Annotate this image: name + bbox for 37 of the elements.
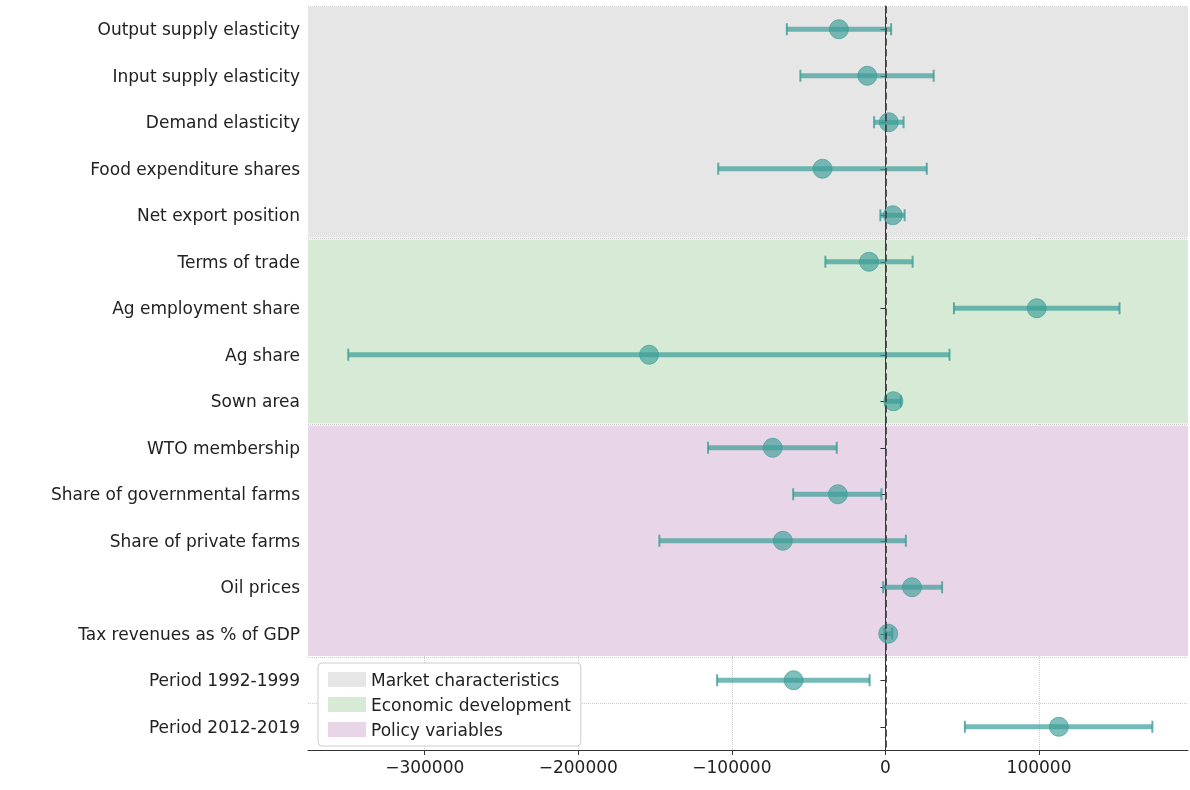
x-tick-label: −200000 — [538, 756, 618, 777]
y-tick-label: Share of private farms — [109, 530, 301, 551]
y-tick-label: Ag share — [225, 344, 300, 365]
point — [828, 19, 849, 40]
x-tick-label: 0 — [880, 756, 891, 777]
y-tick-label: Ag employment share — [112, 298, 300, 319]
point — [772, 530, 793, 551]
point — [783, 670, 804, 691]
point — [639, 344, 660, 365]
point — [1048, 716, 1069, 737]
y-tick-label: Tax revenues as % of GDP — [77, 623, 300, 644]
y-tick-label: Terms of trade — [176, 251, 300, 272]
point — [857, 65, 878, 86]
y-tick-label: Share of governmental farms — [51, 484, 301, 505]
point — [812, 158, 833, 179]
legend-label: Economic development — [371, 694, 572, 715]
point — [1026, 298, 1047, 319]
y-tick-label: Period 1992-1999 — [148, 670, 300, 691]
y-tick-label: Food expenditure shares — [90, 158, 301, 179]
y-tick-label: Oil prices — [220, 577, 301, 598]
x-tick-label: −300000 — [385, 756, 465, 777]
point — [762, 437, 783, 458]
y-tick-label: Demand elasticity — [145, 112, 300, 133]
point — [827, 484, 848, 505]
x-tick-label: −100000 — [692, 756, 772, 777]
point — [878, 623, 899, 644]
y-tick-label: Sown area — [210, 391, 300, 412]
y-tick-label: Input supply elasticity — [112, 65, 300, 86]
legend-label: Market characteristics — [371, 669, 560, 690]
y-tick-label: Output supply elasticity — [97, 19, 300, 40]
point — [902, 577, 923, 598]
x-tick-label: 100000 — [1006, 756, 1072, 777]
point — [859, 251, 880, 272]
y-tick-label: Period 2012-2019 — [148, 716, 300, 737]
legend-label: Policy variables — [371, 719, 503, 740]
y-tick-label: WTO membership — [147, 437, 300, 458]
y-tick-label: Net export position — [136, 205, 300, 226]
